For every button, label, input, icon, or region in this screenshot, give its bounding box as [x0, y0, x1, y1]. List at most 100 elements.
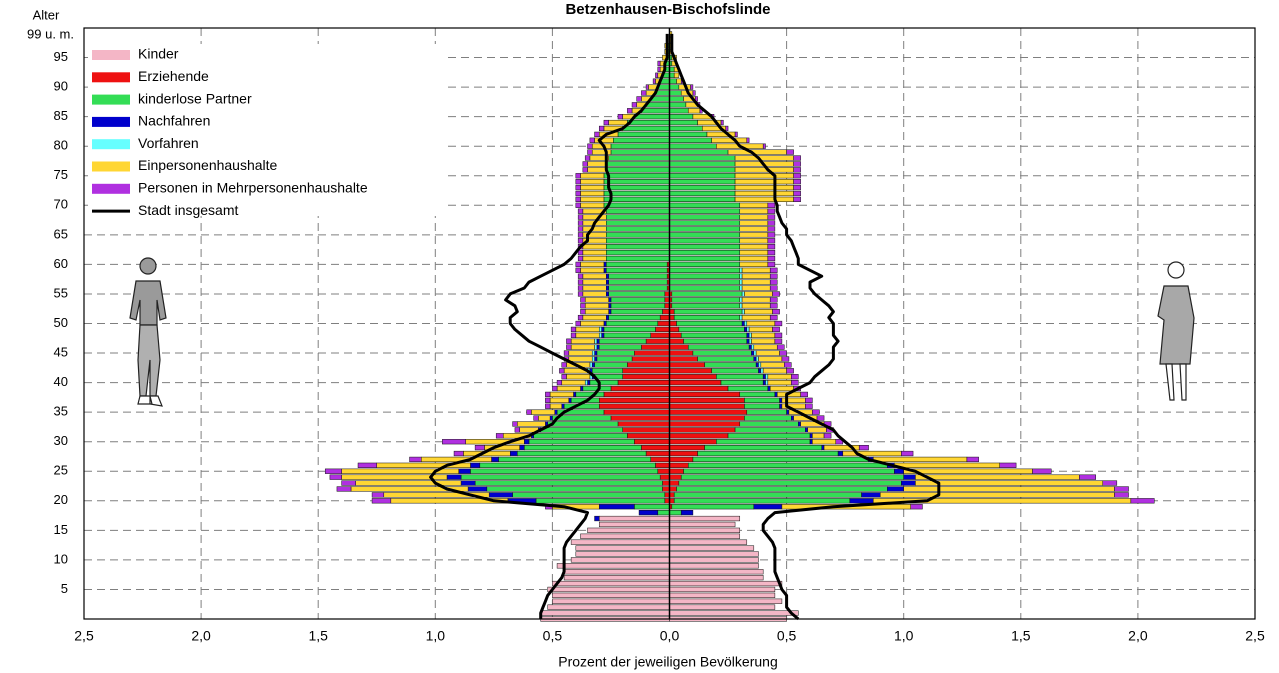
bar-segment — [547, 586, 670, 593]
bar-segment — [816, 415, 825, 421]
bar-segment — [568, 350, 593, 356]
bar-segment — [659, 474, 670, 480]
bar-segment — [687, 462, 888, 468]
bar-segment — [739, 226, 769, 232]
bar-segment — [748, 344, 752, 350]
bar-segment — [739, 232, 769, 238]
bar-segment — [657, 468, 670, 474]
bar-segment — [791, 415, 794, 421]
bar-segment — [758, 356, 783, 362]
bar-segment — [692, 90, 696, 96]
bar-segment — [575, 184, 581, 191]
bar-segment — [638, 510, 659, 516]
bar-segment — [603, 173, 670, 179]
bar-segment — [671, 297, 741, 303]
bar-segment — [669, 137, 712, 143]
bar-segment — [772, 291, 780, 297]
bar-segment — [669, 167, 736, 173]
bar-segment — [807, 427, 827, 433]
bar-segment — [371, 498, 392, 504]
bar-segment — [798, 421, 801, 427]
bar-segment — [570, 539, 670, 545]
bar-segment — [903, 486, 1115, 492]
bar-segment — [669, 90, 682, 96]
bar-segment — [746, 332, 750, 338]
bar-segment — [669, 261, 741, 268]
bar-segment — [734, 190, 794, 197]
bar-segment — [606, 208, 670, 214]
bar-segment — [683, 468, 895, 474]
bar-segment — [769, 303, 778, 309]
bar-segment — [791, 374, 799, 380]
bar-segment — [584, 309, 609, 315]
bar-segment — [549, 403, 563, 409]
x-axis-label: Prozent der jeweiligen Bevölkerung — [558, 654, 777, 670]
bar-segment — [535, 498, 666, 504]
legend-label: Erziehende — [138, 68, 209, 84]
bar-segment — [606, 214, 670, 220]
bar-segment — [809, 439, 813, 445]
bar-segment — [744, 326, 748, 333]
bar-segment — [634, 439, 670, 445]
bar-segment — [669, 119, 698, 126]
bar-segment — [739, 249, 769, 256]
bar-segment — [739, 238, 769, 244]
bar-segment — [552, 580, 670, 587]
bar-segment — [582, 273, 607, 279]
bar-segment — [610, 143, 670, 149]
bar-segment — [858, 444, 869, 451]
bar-segment — [582, 167, 588, 173]
bar-segment — [915, 480, 1104, 486]
bar-segment — [767, 379, 792, 386]
bar-segment — [716, 374, 764, 380]
x-tick-label: 0,5 — [777, 628, 797, 644]
bar-segment — [873, 456, 968, 463]
bar-segment — [758, 362, 762, 368]
bar-segment — [591, 356, 595, 362]
legend-label: Nachfahren — [138, 113, 210, 129]
bar-segment — [357, 462, 378, 468]
bar-segment — [903, 468, 1033, 474]
x-tick-label: 2,5 — [74, 628, 94, 644]
bar-segment — [669, 155, 736, 161]
bar-segment — [577, 220, 584, 226]
bar-segment — [603, 261, 607, 268]
legend-swatch — [92, 139, 130, 150]
bar-segment — [741, 314, 771, 321]
bar-segment — [781, 356, 790, 362]
bar-segment — [575, 196, 581, 203]
bar-segment — [901, 480, 916, 486]
bar-segment — [556, 379, 563, 386]
bar-segment — [687, 108, 701, 114]
bar-segment — [734, 131, 738, 137]
bar-segment — [556, 563, 670, 569]
bar-segment — [533, 415, 539, 421]
bar-segment — [582, 285, 607, 291]
bar-segment — [606, 226, 670, 232]
bar-segment — [739, 297, 743, 303]
bar-segment — [767, 374, 792, 380]
bar-segment — [669, 598, 783, 604]
bar-segment — [669, 439, 717, 445]
bar-segment — [734, 167, 794, 173]
bar-segment — [329, 474, 342, 480]
bar-segment — [641, 444, 670, 451]
bar-segment — [598, 344, 642, 350]
bar-segment — [491, 456, 499, 463]
bar-segment — [577, 255, 584, 262]
bar-segment — [617, 131, 670, 137]
bar-segment — [606, 261, 668, 268]
bar-segment — [622, 427, 670, 433]
bar-segment — [739, 255, 769, 262]
bar-segment — [849, 498, 874, 504]
bar-segment — [606, 314, 609, 321]
bar-segment — [772, 309, 780, 315]
legend-label: kinderlose Partner — [138, 90, 252, 106]
bar-segment — [577, 314, 584, 321]
bar-segment — [566, 338, 572, 344]
bar-segment — [622, 374, 670, 380]
bar-segment — [741, 309, 745, 315]
bar-segment — [580, 184, 605, 191]
bar-segment — [594, 350, 598, 356]
bar-segment — [524, 439, 530, 445]
